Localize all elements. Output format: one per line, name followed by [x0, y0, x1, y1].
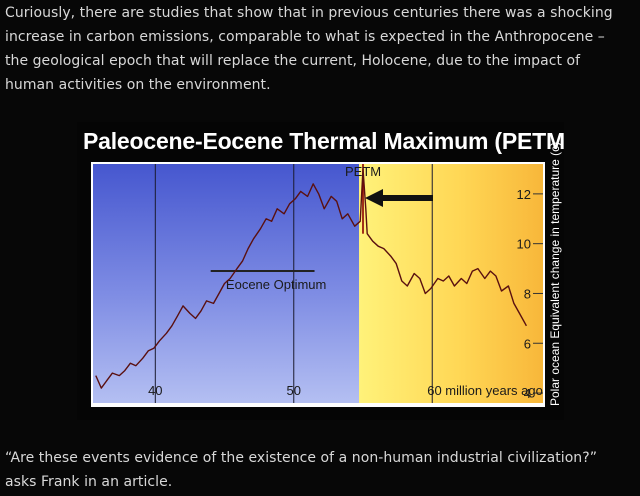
y-tick-label: 4	[524, 386, 531, 401]
y-tick-label: 10	[517, 237, 531, 252]
petm-chart: Paleocene-Eocene Thermal Maximum (PETM) …	[83, 128, 564, 407]
chart-title: Paleocene-Eocene Thermal Maximum (PETM)	[83, 128, 564, 154]
y-tick-label: 8	[524, 286, 531, 301]
plot-area-warm-period	[359, 164, 543, 403]
article-paragraph-quote: “Are these events evidence of the existe…	[5, 450, 598, 490]
petm-chart-figure: Paleocene-Eocene Thermal Maximum (PETM) …	[77, 122, 564, 420]
eocene-optimum-label: Eocene Optimum	[226, 277, 326, 292]
y-tick-label: 6	[524, 336, 531, 351]
x-tick-label: 60 million years ago	[427, 383, 543, 398]
y-tick-label: 12	[517, 187, 531, 202]
temperature-series-line	[95, 168, 528, 389]
x-tick-label: 40	[148, 383, 162, 398]
x-tick-label: 50	[287, 383, 301, 398]
article-paragraph: Curiously, there are studies that show t…	[5, 5, 613, 93]
petm-arrow-icon	[365, 189, 433, 207]
y-axis-label: Polar ocean Equivalent change in tempera…	[548, 142, 562, 406]
